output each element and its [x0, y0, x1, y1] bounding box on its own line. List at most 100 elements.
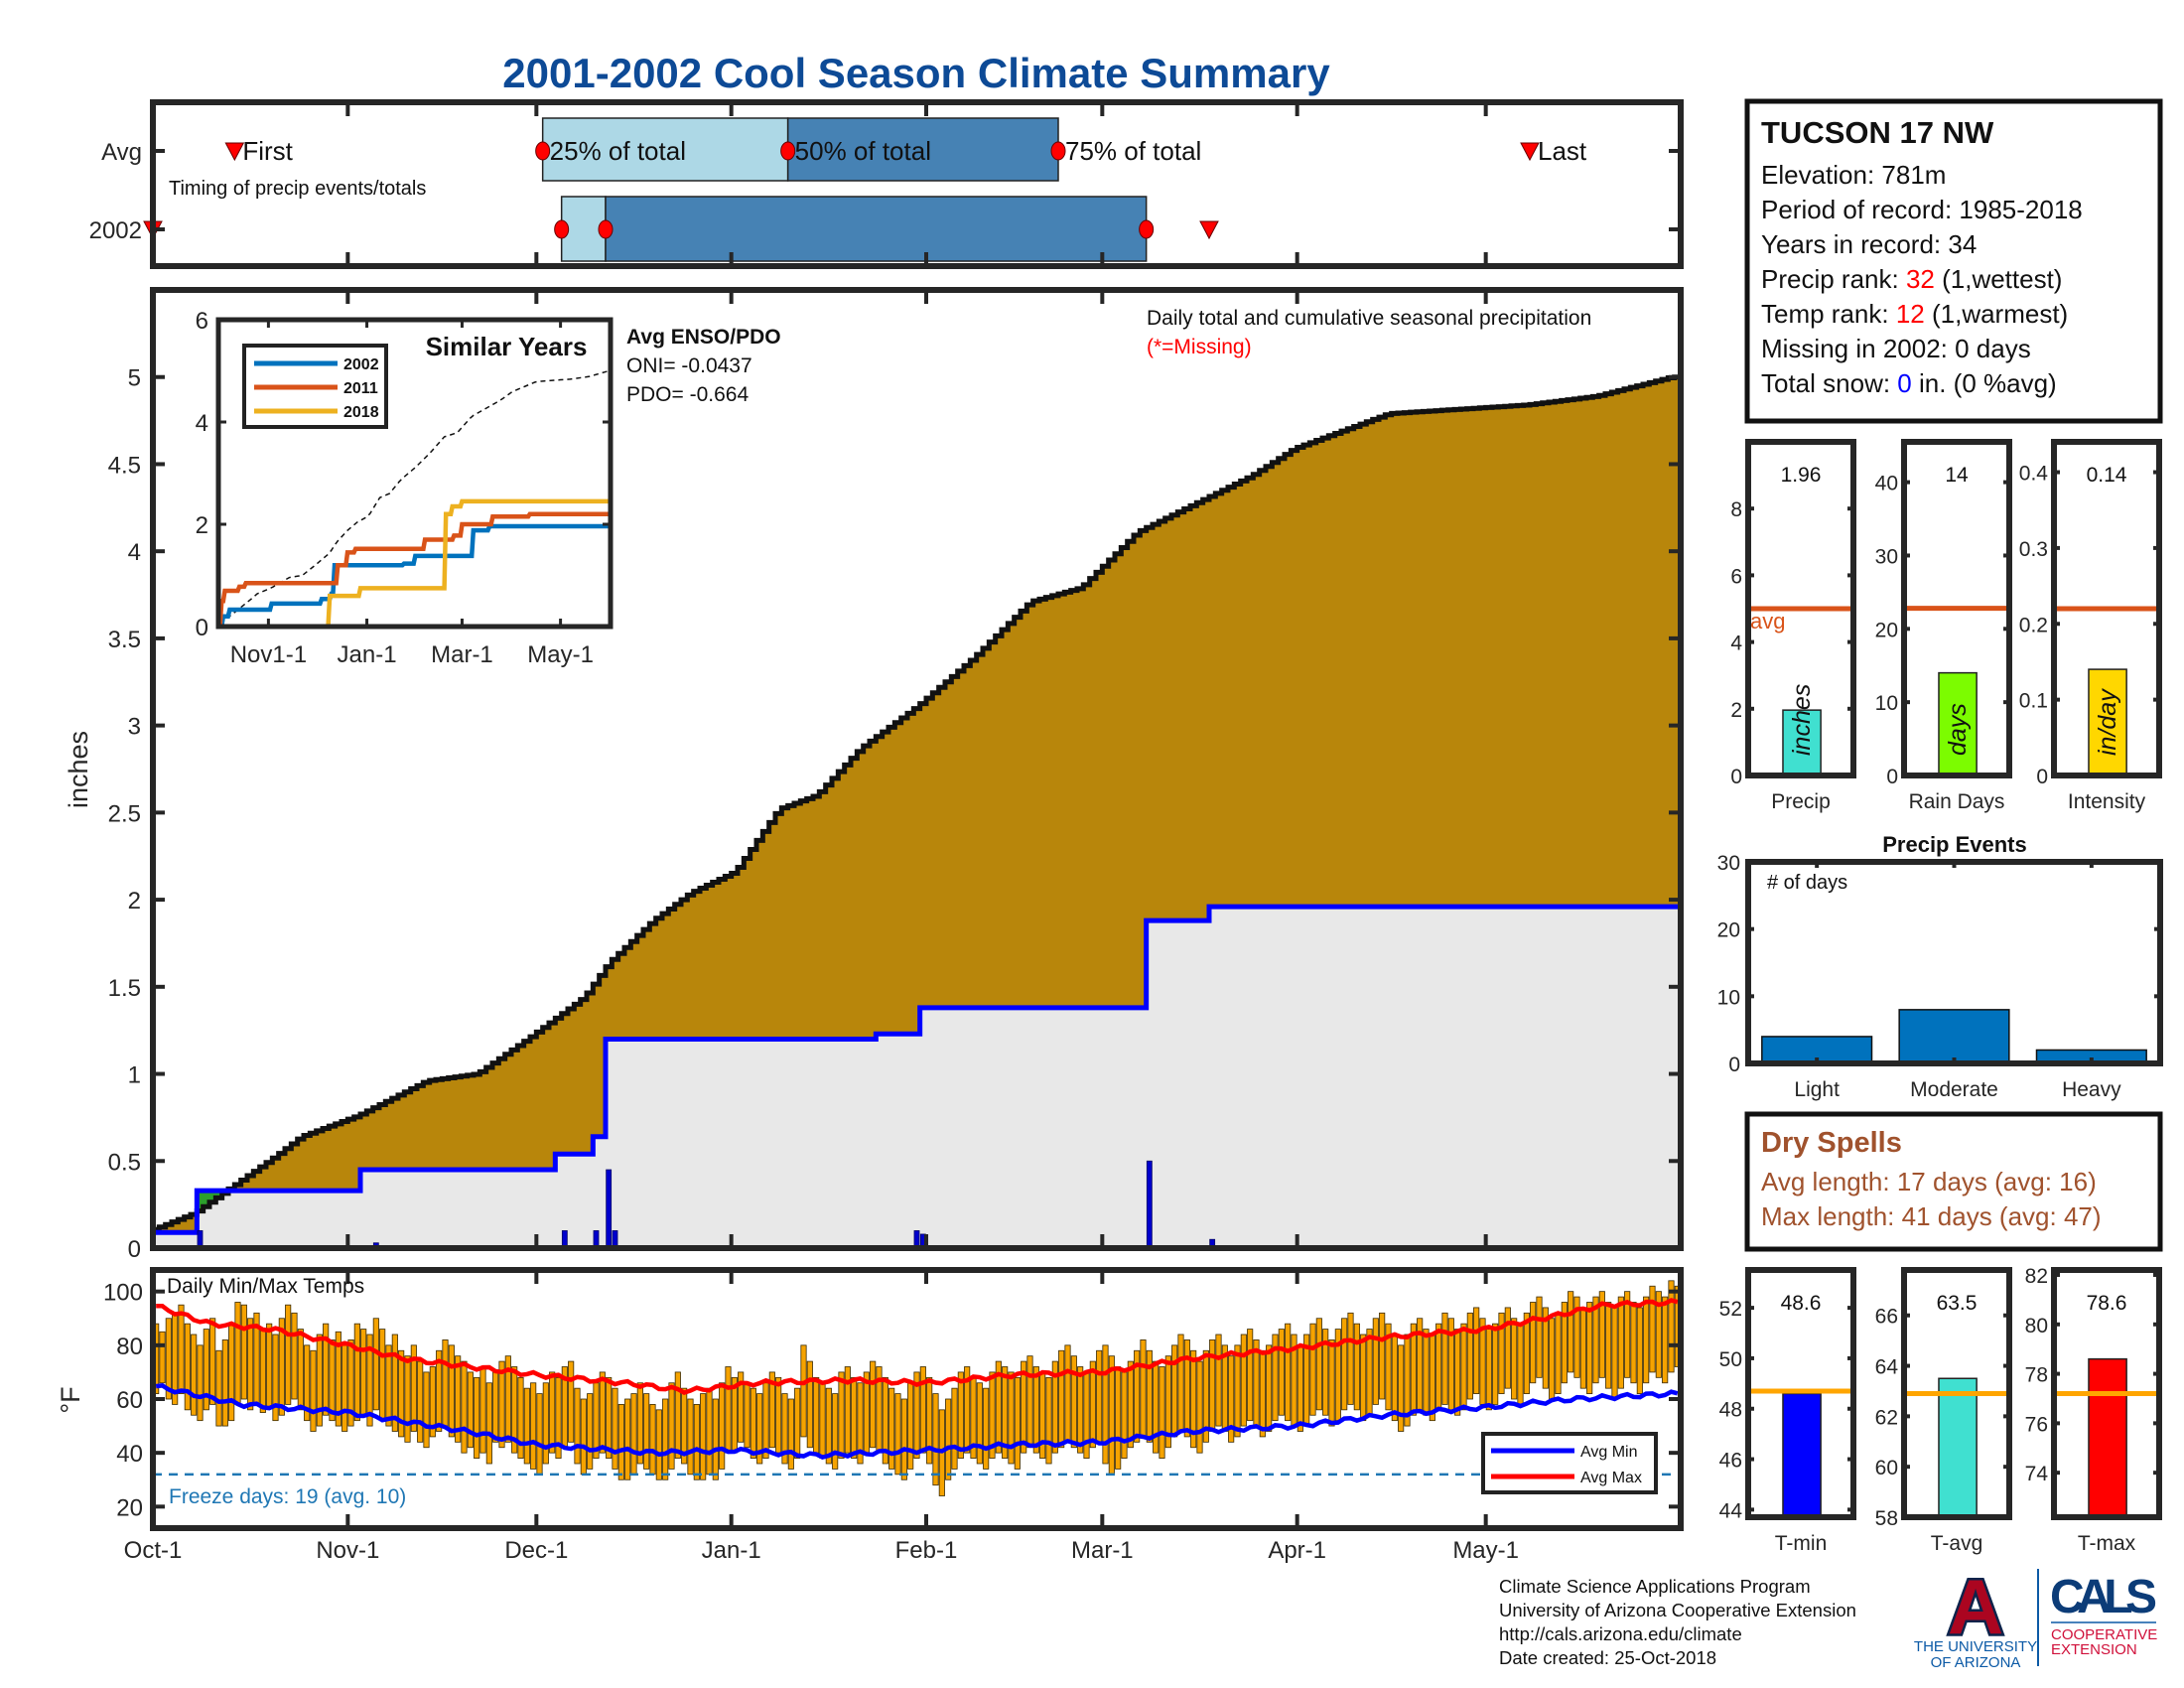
daily-temp-bar: [700, 1393, 707, 1480]
daily-temp-bar: [555, 1376, 562, 1459]
main-plot-layers: 0 0.5 1 1.5 2 2.5 3 3.5 4 4.5 5 0 2 4 6 Nov1-1 Jan-1 Mar-…: [108, 287, 1684, 1263]
pdo-value: PDO= -0.664: [626, 383, 749, 406]
daily-temp-bar: [1379, 1312, 1386, 1400]
timing-frame: [150, 99, 1684, 269]
frame: [2051, 439, 2162, 778]
station-years: Years in record: 34: [1761, 229, 1977, 259]
daily-temp-bar: [1523, 1312, 1530, 1394]
daily-temp-bar: [1202, 1349, 1209, 1443]
daily-temp-bar: [775, 1376, 782, 1454]
daily-temp-bar: [1542, 1307, 1549, 1389]
daily-temp-bar: [1247, 1329, 1254, 1422]
ytick-label: 76: [2025, 1413, 2048, 1436]
daily-temp-bar: [1460, 1323, 1467, 1411]
xtick-label: Apr-1: [1268, 1537, 1326, 1564]
daily-temp-bar: [1498, 1312, 1505, 1394]
logo-ua-line2: OF ARIZONA: [1931, 1654, 2021, 1671]
daily-temp-bar: [587, 1393, 594, 1470]
daily-temp-bar: [549, 1371, 556, 1454]
daily-temp-bar: [951, 1387, 958, 1470]
average-cumulative-line: [153, 374, 1681, 1232]
daily-temp-bar: [461, 1360, 468, 1454]
avg-first-triangle-icon: [224, 142, 245, 162]
daily-temp-bar: [995, 1360, 1002, 1454]
main-ytick-label: 0.5: [108, 1149, 141, 1176]
daily-temp-bar: [234, 1302, 241, 1405]
daily-temp-bar: [649, 1404, 656, 1476]
daily-temp-bar: [668, 1382, 675, 1470]
daily-temp-bar: [1492, 1323, 1499, 1405]
temp-chart-title: Daily Min/Max Temps: [167, 1275, 364, 1298]
event-category-label: Heavy: [2062, 1078, 2121, 1101]
daily-temp-bar: [1328, 1339, 1335, 1427]
daily-temp-bar: [353, 1323, 360, 1422]
footer-credits: Climate Science Applications Program Uni…: [1499, 1576, 1856, 1668]
daily-temp-bar: [304, 1344, 311, 1422]
station-info-box: TUCSON 17 NW Elevation: 781m Period of r…: [1744, 98, 2163, 424]
main-y-axis-label: inches: [64, 731, 93, 808]
ytick-label: 60: [1875, 1457, 1898, 1479]
legend-label-2011: 2011: [343, 380, 378, 397]
daily-temp-bar: [964, 1366, 971, 1454]
temp-ytick-label: 40: [116, 1441, 143, 1468]
tavg-value-label: 63.5: [1937, 1292, 1978, 1315]
daily-temp-bar: [1643, 1296, 1650, 1384]
ytick-label: 30: [1717, 852, 1740, 875]
daily-temp-bar: [285, 1304, 292, 1405]
main-frame: [150, 287, 1684, 1251]
xtick-label: Mar-1: [1071, 1537, 1134, 1564]
daily-temp-bar: [655, 1409, 662, 1480]
xtick-label: Dec-1: [504, 1537, 568, 1564]
frame: [2051, 1267, 2162, 1520]
daily-temp-bar: [606, 1376, 613, 1459]
inset-frame: [215, 317, 614, 630]
daily-temp-bar: [851, 1376, 858, 1459]
dry-spells-avg-length: Avg length: 17 days (avg: 16): [1761, 1167, 2097, 1196]
ytick-label: 78: [2025, 1364, 2048, 1387]
daily-temp-bar: [1164, 1355, 1171, 1449]
ytick-label: 48: [1719, 1399, 1742, 1422]
daily-temp-bar: [1435, 1323, 1442, 1411]
inset-average-line: [217, 369, 610, 623]
daily-temp-bar: [617, 1404, 624, 1480]
daily-temp-bar: [178, 1304, 185, 1394]
footer-url[interactable]: http://cals.arizona.edu/climate: [1499, 1623, 1742, 1644]
avg-p25-marker: [535, 141, 551, 161]
chart-intensity: in/day 0 0.1 0.2 0.3 0.4 0.14 Intensity: [2019, 439, 2162, 813]
daily-temp-bar: [1555, 1312, 1562, 1394]
dry-spells-max-length: Max length: 41 days (avg: 47): [1761, 1201, 2102, 1231]
daily-temp-bar: [404, 1355, 411, 1443]
daily-temp-bar: [1636, 1307, 1643, 1394]
xtick-label: Feb-1: [895, 1537, 958, 1564]
daily-temp-bar: [410, 1344, 417, 1432]
tmax-category-label: T-max: [2078, 1532, 2136, 1555]
daily-temp-bar: [926, 1376, 933, 1465]
inset-series-2011: [217, 511, 611, 630]
inset-title: Similar Years: [426, 332, 588, 361]
daily-temp-bar: [844, 1366, 851, 1454]
xtick-label: Jan-1: [702, 1537, 761, 1564]
frame: [1901, 439, 2012, 778]
temp-ytick-label: 60: [116, 1387, 143, 1414]
main-ytick-label: 1: [128, 1062, 141, 1089]
daily-temp-bar: [674, 1371, 681, 1459]
ytick-label: 2: [1730, 699, 1742, 722]
main-ytick-label: 4: [128, 539, 141, 566]
snow-note: in. (0 %avg): [1912, 368, 2057, 398]
intensity-category-label: Intensity: [2068, 790, 2146, 813]
year-p75-marker: [1139, 219, 1155, 239]
daily-temp-bar: [838, 1371, 845, 1459]
daily-temp-bar: [1146, 1349, 1153, 1443]
year-p25-marker: [554, 219, 570, 239]
station-period: Period of record: 1985-2018: [1761, 195, 2083, 224]
daily-temp-bar: [794, 1387, 801, 1459]
daily-temp-bar: [366, 1334, 373, 1427]
daily-temp-bar: [291, 1312, 298, 1400]
temp-rank-note: (1,warmest): [1925, 299, 2068, 329]
ytick-label: 30: [1875, 545, 1898, 568]
avg-first-label: First: [242, 136, 293, 166]
daily-temp-bar: [1032, 1366, 1039, 1454]
daily-temp-bar: [1051, 1360, 1058, 1454]
station-precip-rank: Precip rank: 32 (1,wettest): [1761, 264, 2062, 294]
